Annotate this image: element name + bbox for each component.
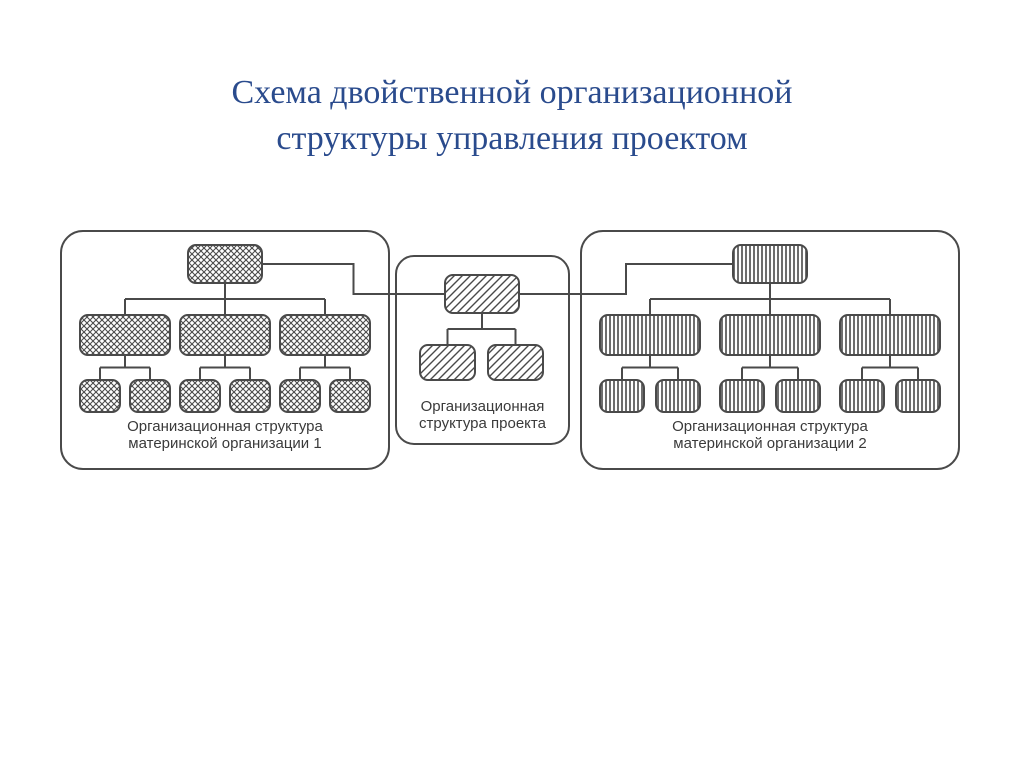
- group-label-g3: Организационная структура: [672, 418, 868, 435]
- node-a3: [280, 315, 370, 355]
- node-a2: [180, 315, 270, 355]
- node-b31: [840, 380, 884, 412]
- node-a32: [330, 380, 370, 412]
- group-label-g1: материнской организации 1: [128, 435, 321, 452]
- node-a0: [188, 245, 262, 283]
- node-b11: [600, 380, 644, 412]
- org-structure-diagram: Организационная структураматеринской орг…: [60, 230, 960, 490]
- node-p2: [488, 345, 543, 380]
- node-p1: [420, 345, 475, 380]
- node-b22: [776, 380, 820, 412]
- node-a21: [180, 380, 220, 412]
- node-b32: [896, 380, 940, 412]
- group-label-g3: материнской организации 2: [673, 435, 866, 452]
- node-a11: [80, 380, 120, 412]
- node-p0: [445, 275, 519, 313]
- diagram-svg: Организационная структураматеринской орг…: [60, 230, 960, 490]
- slide: Схема двойственной организационнойструкт…: [0, 0, 1024, 767]
- slide-title: Схема двойственной организационнойструкт…: [0, 70, 1024, 162]
- node-b1: [600, 315, 700, 355]
- group-label-g2: Организационная: [421, 398, 545, 415]
- node-b12: [656, 380, 700, 412]
- node-a22: [230, 380, 270, 412]
- node-b3: [840, 315, 940, 355]
- group-label-g2: структура проекта: [419, 415, 547, 432]
- node-a31: [280, 380, 320, 412]
- node-b2: [720, 315, 820, 355]
- node-b21: [720, 380, 764, 412]
- group-label-g1: Организационная структура: [127, 418, 323, 435]
- node-a1: [80, 315, 170, 355]
- node-a12: [130, 380, 170, 412]
- node-b0: [733, 245, 807, 283]
